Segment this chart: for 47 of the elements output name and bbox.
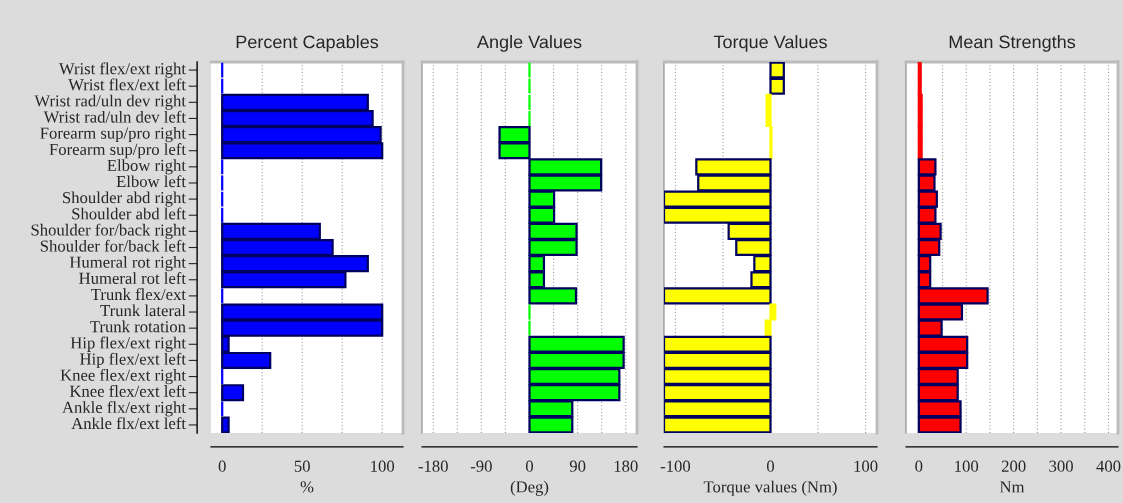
y-tick-label: Hip flex/ext left	[80, 352, 186, 369]
y-tick-label: Forearm sup/pro left	[49, 143, 186, 159]
x-tick-label: 100	[854, 460, 878, 472]
chart-title: Percent Capables	[236, 35, 379, 52]
y-tick-label: Knee flex/ext right	[60, 368, 186, 385]
x-axis-title: (Deg)	[510, 480, 549, 496]
y-tick-label: Shoulder for/back right	[31, 223, 186, 240]
y-tick-label: Shoulder abd left	[72, 207, 186, 220]
x-tick-label: 50	[294, 460, 310, 472]
y-tick-label: Forearm sup/pro right	[40, 127, 186, 143]
chart-title: Angle Values	[477, 35, 582, 52]
x-tick-label: 100	[371, 460, 395, 472]
y-tick-label: Wrist rad/uln dev right	[34, 94, 186, 110]
y-tick-label: Ankle flx/ext right	[62, 401, 186, 417]
x-tick-label: 180	[614, 460, 638, 472]
y-tick-label: Trunk lateral	[100, 304, 186, 317]
y-tick-label: Elbow right	[107, 159, 186, 175]
y-tick-label: Wrist flex/ext right	[58, 62, 186, 78]
x-tick-label: 400	[1096, 460, 1121, 472]
y-tick-label: Trunk rotation	[90, 320, 186, 333]
x-tick-label: 100	[955, 460, 979, 472]
x-tick-label: -90	[470, 460, 492, 472]
x-tick-label: 300	[1049, 460, 1073, 472]
x-tick-label: 0	[525, 460, 534, 472]
x-tick-label: 0	[218, 460, 226, 472]
x-tick-label: 90	[569, 460, 586, 472]
y-tick-label: Wrist flex/ext left	[68, 78, 186, 91]
x-axis-title: %	[300, 481, 314, 493]
x-axis-title: Nm	[999, 481, 1025, 493]
y-tick-label: Humeral rot left	[79, 272, 186, 284]
x-tick-label: 0	[766, 460, 775, 472]
x-tick-label: -180	[418, 460, 448, 472]
y-tick-label: Shoulder abd right	[63, 191, 186, 207]
y-tick-label: Ankle flx/ext left	[71, 417, 186, 430]
x-tick-label: 200	[1001, 460, 1026, 472]
y-tick-label: Shoulder for/back left	[40, 239, 186, 252]
y-tick-label: Hip flex/ext right	[70, 336, 186, 352]
y-tick-label: Knee flex/ext left	[69, 384, 186, 397]
x-tick-label: -100	[660, 460, 691, 472]
y-tick-label: Humeral rot right	[69, 256, 186, 272]
y-tick-label: Wrist rad/uln dev left	[43, 110, 186, 123]
x-axis-title: Torque values (Nm)	[703, 480, 837, 496]
chart-title: Mean Strengths	[949, 35, 1076, 52]
x-tick-label: 0	[915, 460, 923, 472]
y-tick-label: Trunk flex/ext	[91, 288, 186, 301]
y-tick-label: Elbow left	[116, 175, 186, 188]
chart-title: Torque Values	[713, 35, 827, 52]
